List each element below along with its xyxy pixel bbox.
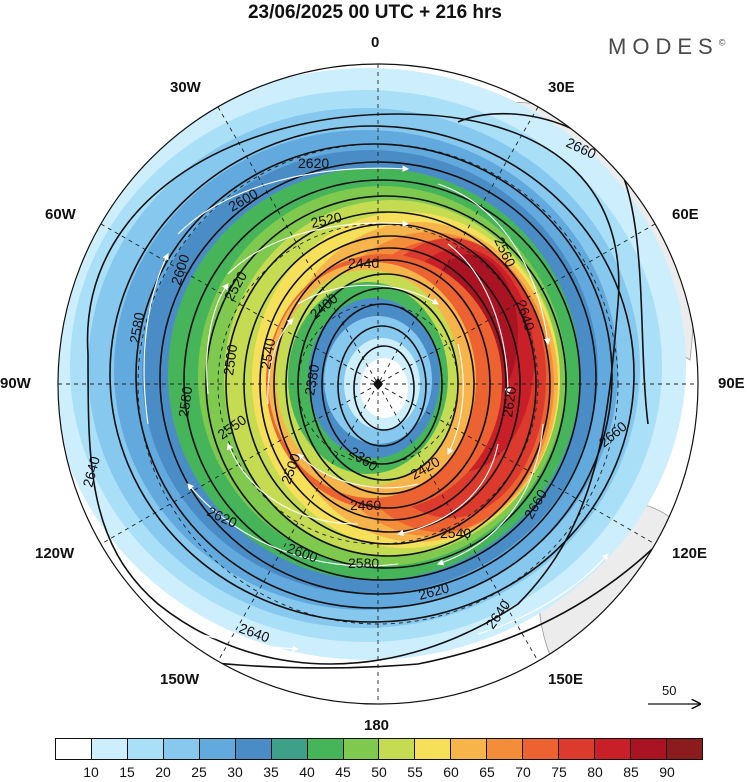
colorbar-label: 40 [299, 764, 315, 780]
colorbar-label: 20 [155, 764, 171, 780]
wind-speed-shading [58, 68, 686, 660]
colorbar-swatch [343, 739, 380, 759]
lon-label-60w: 60W [45, 206, 76, 223]
contour-label: 2540 [440, 525, 471, 541]
contour-label: 2520 [309, 209, 343, 231]
colorbar [55, 738, 703, 760]
contour-label: 2620 [499, 385, 519, 418]
colorbar-swatch [523, 739, 560, 759]
contour-label: 2440 [348, 255, 379, 271]
brand-name: MODES [608, 34, 719, 59]
colorbar-label: 65 [479, 764, 495, 780]
colorbar-swatch [56, 739, 92, 759]
colorbar-swatch [163, 739, 200, 759]
contour-label: 2580 [348, 555, 379, 571]
map-title: 23/06/2025 00 UTC + 216 hrs [247, 2, 503, 23]
pole-marker-icon [373, 378, 383, 390]
contour-label: 2580 [126, 311, 147, 345]
colorbar-swatch [631, 739, 667, 759]
contour-label: 2380 [301, 363, 322, 397]
lon-label-30w: 30W [170, 79, 201, 96]
colorbar-labels: 10 15 20 25 30 35 40 45 50 55 60 65 70 75 80 85 90 [55, 764, 703, 782]
colorbar-label: 80 [587, 764, 603, 780]
contour-label: 2460 [350, 497, 381, 513]
colorbar-swatch [595, 739, 631, 759]
brand-logo: MODES© [608, 34, 725, 60]
colorbar-swatch [307, 739, 344, 759]
contour-label: 2620 [417, 579, 451, 603]
lon-label-120w: 120W [35, 545, 75, 562]
height-contours [86, 112, 669, 669]
colorbar-label: 70 [515, 764, 531, 780]
lon-label-90w: 90W [0, 375, 31, 392]
lon-label-0: 0 [371, 34, 380, 51]
colorbar-label: 30 [227, 764, 243, 780]
colorbar-label: 10 [83, 764, 99, 780]
colorbar-label: 45 [335, 764, 351, 780]
lon-label-30e: 30E [548, 79, 575, 96]
colorbar-swatch [451, 739, 488, 759]
map-disk [58, 64, 698, 704]
colorbar-label: 25 [191, 764, 207, 780]
colorbar-swatch [91, 739, 128, 759]
colorbar-label: 55 [407, 764, 423, 780]
colorbar-label: 50 [371, 764, 387, 780]
colorbar-swatch [487, 739, 524, 759]
colorbar-label: 15 [119, 764, 135, 780]
colorbar-label: 35 [263, 764, 279, 780]
colorbar-label: 90 [659, 764, 675, 780]
colorbar-swatch [415, 739, 452, 759]
lon-label-120e: 120E [672, 545, 708, 562]
contour-label: 2580 [175, 385, 195, 418]
colorbar-label: 85 [623, 764, 639, 780]
contour-label: 2500 [220, 343, 240, 376]
colorbar-swatch [127, 739, 164, 759]
colorbar-swatch [235, 739, 272, 759]
colorbar-label: 75 [551, 764, 567, 780]
colorbar-swatch [379, 739, 416, 759]
map-boundary [57, 63, 699, 705]
brand-mark: © [718, 37, 726, 48]
lon-label-90e: 90E [718, 375, 745, 392]
lon-label-150e: 150E [548, 671, 584, 688]
contour-label: 2620 [298, 155, 329, 171]
colorbar-swatch [271, 739, 308, 759]
contour-label: 2640 [79, 454, 103, 488]
lon-label-150w: 150W [160, 671, 200, 688]
lon-label-60e: 60E [672, 206, 699, 223]
reference-vector-label: 50 [662, 683, 677, 698]
colorbar-swatch [559, 739, 596, 759]
colorbar-swatch [666, 739, 702, 759]
colorbar-label: 60 [443, 764, 459, 780]
lon-label-180: 180 [364, 717, 390, 734]
contour-label: 2540 [257, 337, 278, 371]
colorbar-swatch [199, 739, 236, 759]
